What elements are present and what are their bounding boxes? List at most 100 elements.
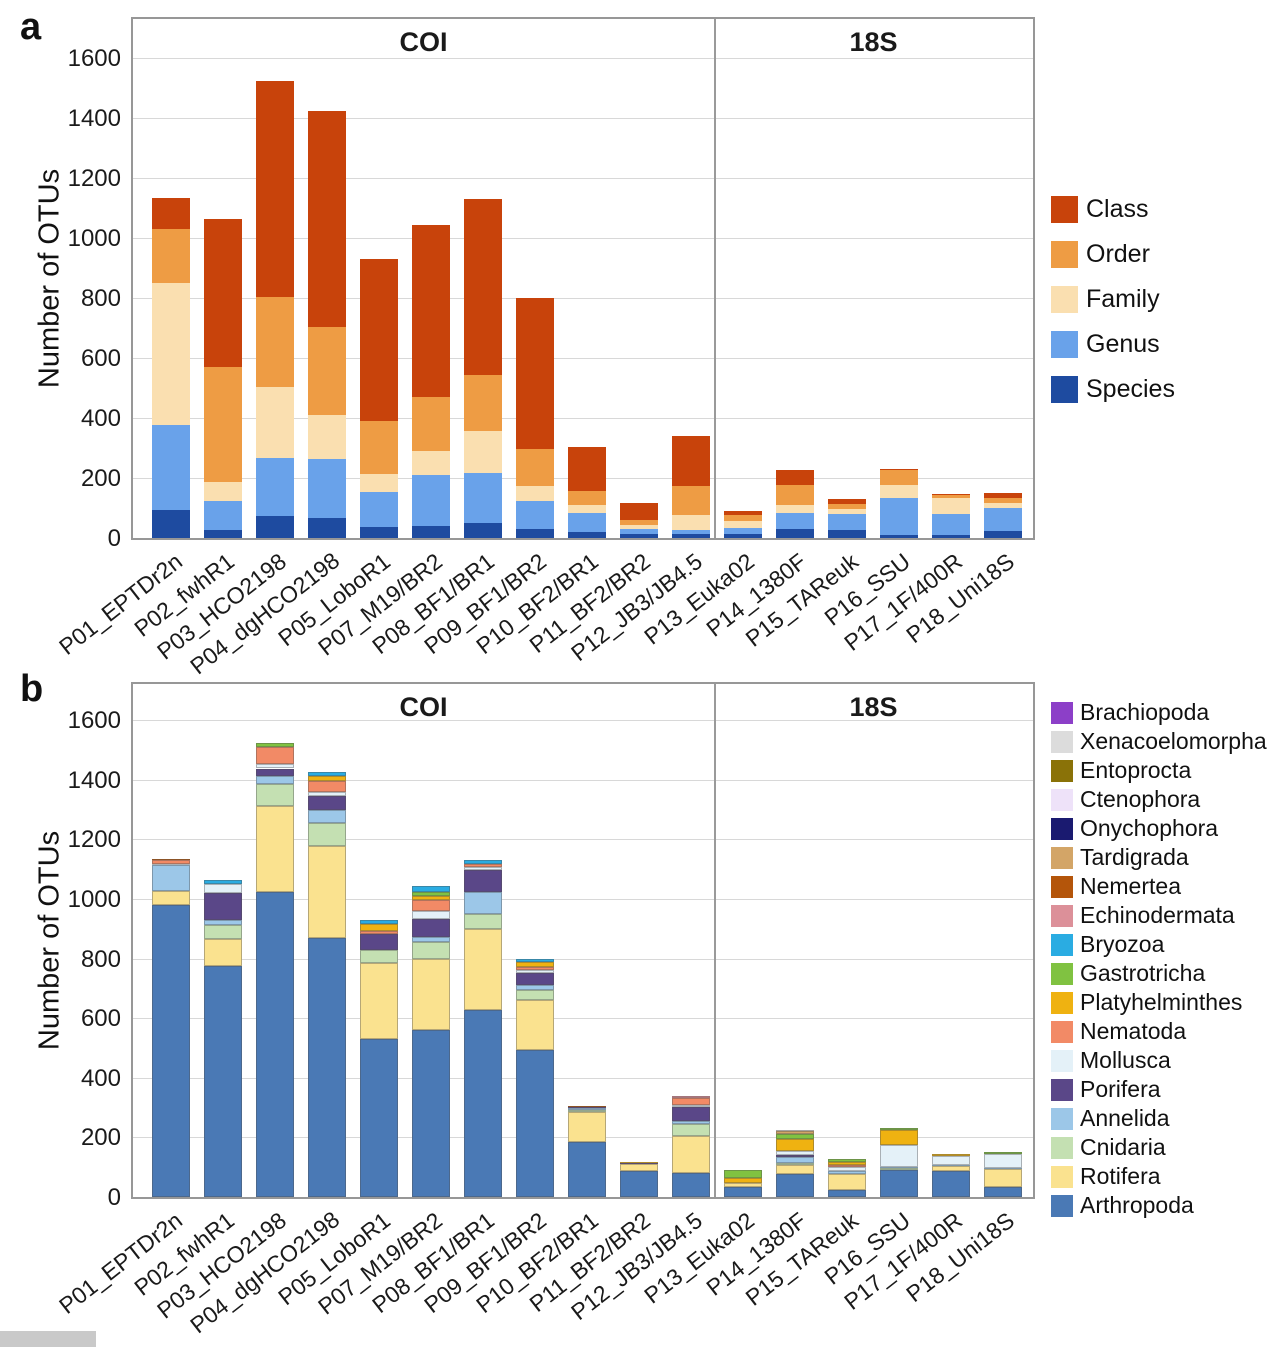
legend-item: Nemertea bbox=[1051, 873, 1181, 900]
bar-segment-bryozoa bbox=[411, 885, 450, 893]
legend-item: Bryozoa bbox=[1051, 931, 1164, 958]
bar-segment-arthropoda bbox=[619, 1170, 658, 1197]
bar-segment-order bbox=[463, 374, 502, 432]
bar-segment-order bbox=[255, 296, 294, 388]
panel-b-label: b bbox=[20, 668, 44, 710]
bar-segment-nematoda bbox=[463, 864, 502, 868]
gridline bbox=[133, 418, 1033, 419]
legend-item: Onychophora bbox=[1051, 815, 1218, 842]
bar-segment-nemertea bbox=[151, 858, 190, 861]
bar-segment-arthropoda bbox=[515, 1049, 554, 1197]
legend-label: Bryozoa bbox=[1080, 931, 1165, 957]
bar-segment-nematoda bbox=[359, 931, 398, 935]
bar-segment-bryozoa bbox=[307, 772, 346, 776]
bar-segment-class bbox=[931, 494, 970, 496]
legend-item: Porifera bbox=[1051, 1076, 1161, 1103]
bar-segment-order bbox=[203, 367, 242, 483]
bar-segment-annelida bbox=[879, 1166, 918, 1169]
bar-segment-family bbox=[359, 473, 398, 493]
bar-segment-mollusca bbox=[203, 884, 242, 894]
bar-segment-class bbox=[307, 110, 346, 327]
bar-segment-gastrotricha bbox=[827, 1158, 866, 1162]
bar-segment-platyhelminthes bbox=[515, 962, 554, 967]
y-tick-label: 0 bbox=[107, 1184, 121, 1211]
y-tick-label: 1200 bbox=[67, 826, 121, 854]
bar-segment-genus bbox=[983, 508, 1022, 532]
bar-segment-order bbox=[359, 421, 398, 474]
bar-segment-arthropoda bbox=[307, 938, 346, 1197]
legend-label: Rotifera bbox=[1080, 1163, 1161, 1189]
gridline bbox=[133, 1077, 1033, 1079]
legend-label: Family bbox=[1086, 285, 1160, 313]
legend-label: Arthropoda bbox=[1080, 1192, 1194, 1218]
bar-segment-mollusca bbox=[307, 792, 346, 797]
bar-segment-genus bbox=[931, 514, 970, 535]
legend-item: Class bbox=[1051, 195, 1149, 224]
bar-segment-porifera bbox=[359, 934, 398, 950]
bar-segment-platyhelminthes bbox=[827, 1161, 866, 1165]
legend-swatch-icon bbox=[1051, 846, 1073, 869]
y-tick-label: 600 bbox=[80, 1005, 121, 1033]
bar-segment-platyhelminthes bbox=[411, 896, 450, 901]
facet-title-coi: COI bbox=[399, 692, 448, 722]
legend-item: Genus bbox=[1051, 330, 1160, 359]
gridline bbox=[133, 178, 1033, 179]
legend-item: Entoprocta bbox=[1051, 757, 1191, 784]
bar-segment-arthropoda bbox=[151, 904, 190, 1197]
bar-segment-nematoda bbox=[827, 1164, 866, 1167]
bar-segment-rotifera bbox=[775, 1165, 814, 1174]
bar-segment-mollusca bbox=[515, 969, 554, 973]
bar-segment-species bbox=[983, 531, 1022, 538]
bar-segment-mollusca bbox=[827, 1166, 866, 1172]
legend-item: Brachiopoda bbox=[1051, 699, 1209, 726]
bar-segment-genus bbox=[567, 513, 606, 532]
bar-segment-cnidaria bbox=[359, 949, 398, 964]
bar-segment-class bbox=[879, 468, 918, 471]
legend-label: Mollusca bbox=[1080, 1047, 1171, 1073]
bar-segment-arthropoda bbox=[671, 1172, 710, 1197]
facet-divider bbox=[714, 19, 716, 538]
bar-segment-family bbox=[255, 387, 294, 458]
legend-swatch-icon bbox=[1051, 933, 1073, 956]
gridline bbox=[133, 779, 1033, 781]
bar-segment-order bbox=[515, 448, 554, 487]
y-tick-label: 1600 bbox=[67, 45, 121, 72]
gridline bbox=[133, 238, 1033, 239]
bar-segment-rotifera bbox=[359, 963, 398, 1040]
legend-item: Xenacoelomorpha bbox=[1051, 728, 1267, 755]
bar-segment-arthropoda bbox=[931, 1170, 970, 1197]
bar-segment-family bbox=[411, 450, 450, 475]
gridline bbox=[133, 298, 1033, 299]
bar-segment-bryozoa bbox=[515, 958, 554, 963]
legend-label: Annelida bbox=[1080, 1105, 1170, 1131]
y-tick-label: 600 bbox=[80, 345, 121, 372]
legend-item: Cnidaria bbox=[1051, 1134, 1166, 1161]
bar-segment-genus bbox=[879, 498, 918, 535]
bar-segment-class bbox=[827, 499, 866, 504]
gridline bbox=[133, 358, 1033, 359]
bar-segment-annelida bbox=[931, 1165, 970, 1167]
legend-swatch-icon bbox=[1051, 196, 1078, 223]
bar-segment-annelida bbox=[827, 1171, 866, 1175]
bar-segment-annelida bbox=[203, 919, 242, 925]
legend-label: Entoprocta bbox=[1080, 757, 1192, 783]
bar-segment-cnidaria bbox=[567, 1110, 606, 1113]
bar-segment-nematoda bbox=[671, 1097, 710, 1106]
bar-segment-family bbox=[567, 504, 606, 514]
bar-segment-xenacoelomorpha bbox=[775, 1129, 814, 1132]
bar-segment-class bbox=[723, 510, 762, 515]
bar-segment-echinodermata bbox=[671, 1095, 710, 1098]
legend-label: Order bbox=[1086, 240, 1150, 268]
bar-segment-mollusca bbox=[775, 1151, 814, 1155]
gridline bbox=[133, 958, 1033, 960]
bar-segment-class bbox=[567, 446, 606, 492]
bar-segment-species bbox=[619, 534, 658, 538]
bar-segment-order bbox=[307, 326, 346, 415]
bar-segment-annelida bbox=[515, 985, 554, 990]
bar-segment-species bbox=[203, 529, 242, 538]
bar-segment-arthropoda bbox=[411, 1030, 450, 1197]
y-tick-label: 1200 bbox=[67, 165, 121, 192]
bar-segment-rotifera bbox=[827, 1174, 866, 1191]
bar-segment-cnidaria bbox=[307, 822, 346, 846]
bar-segment-annelida bbox=[671, 1121, 710, 1124]
